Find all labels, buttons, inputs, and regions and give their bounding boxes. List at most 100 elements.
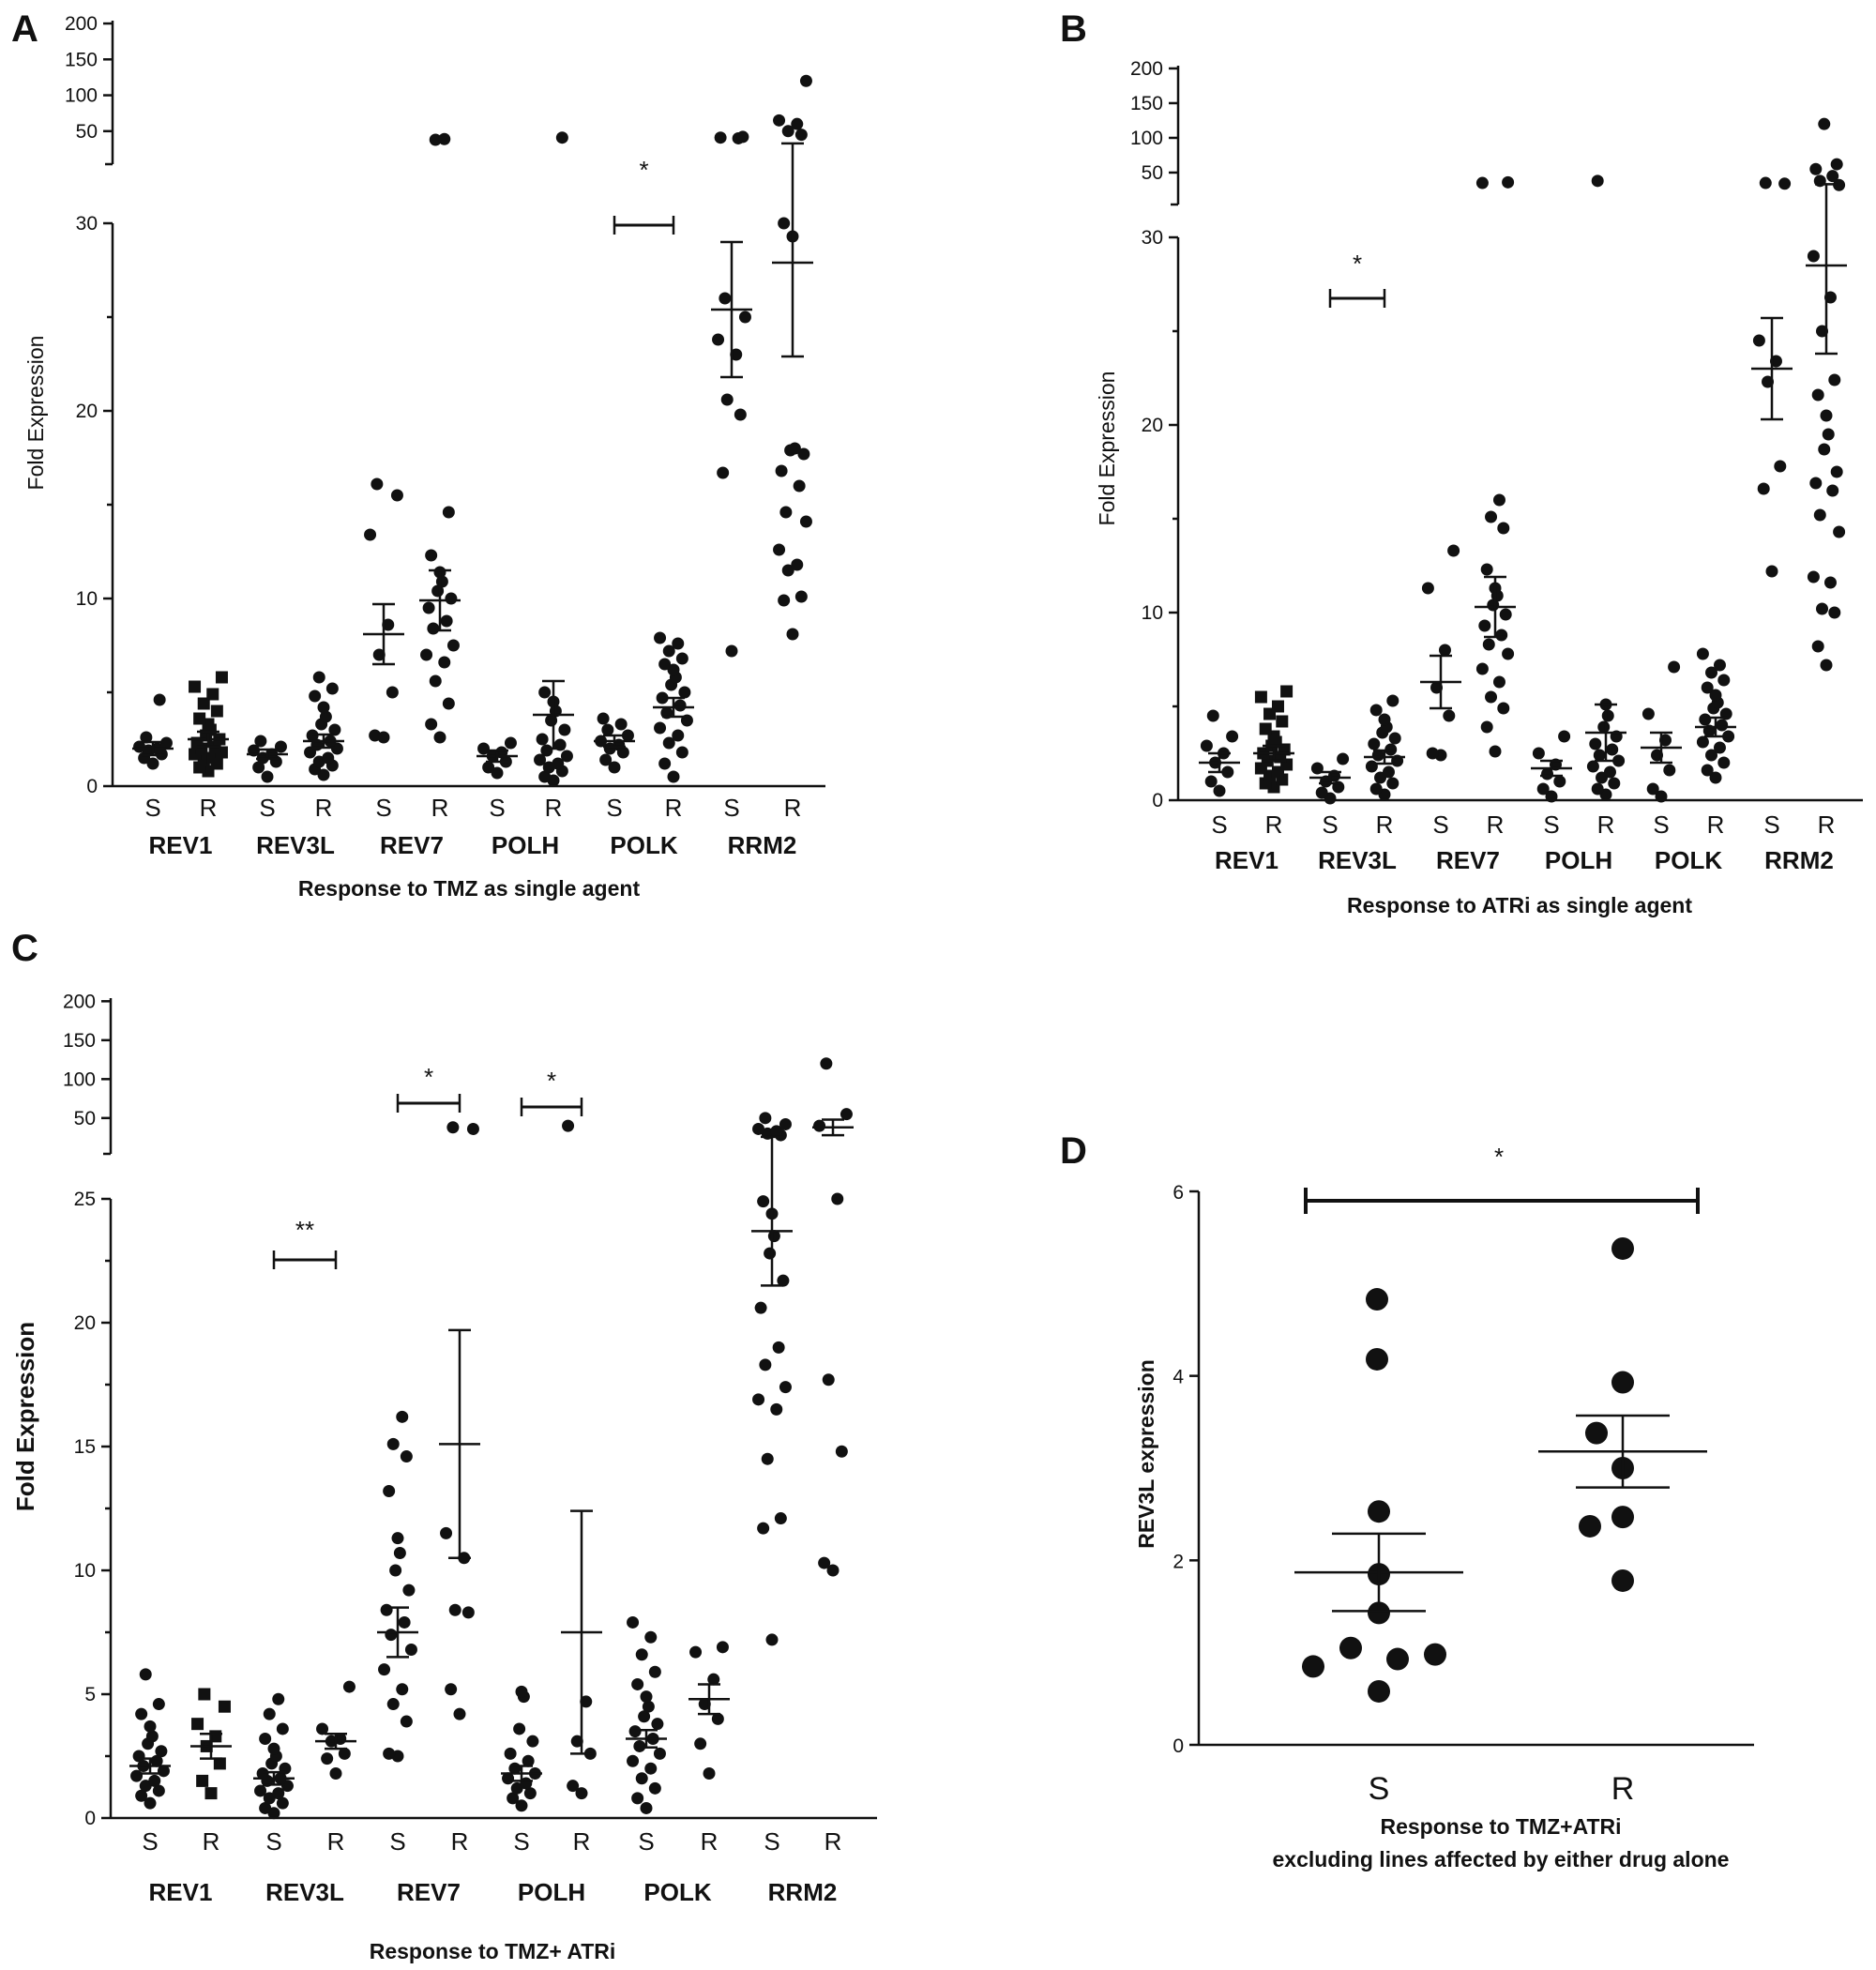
panel-b-sub-label-r: R (1818, 811, 1836, 839)
panel-b-sub-label-r: R (1376, 811, 1394, 839)
panel-c-point (132, 1750, 145, 1763)
panel-a-point (781, 125, 794, 138)
panel-b-y-upper-tick-label: 50 (1142, 162, 1163, 184)
panel-b-point (1426, 747, 1439, 760)
panel-b-point (1378, 713, 1391, 726)
panel-b-point (1765, 565, 1778, 578)
panel-a-group-label: POLH (492, 831, 559, 859)
panel-c-point (822, 1373, 835, 1387)
panel-c-point (779, 1381, 792, 1394)
panel-b-point (1717, 674, 1731, 687)
panel-b-sub-label-r: R (1487, 811, 1505, 839)
panel-a-sub-label-r: R (200, 794, 218, 822)
panel-c-point (770, 1125, 783, 1138)
panel-a-point (614, 718, 628, 731)
panel-c-point (757, 1195, 770, 1208)
panel-c-point (466, 1122, 479, 1135)
panel-c-point (580, 1695, 593, 1708)
panel-d-point (1386, 1647, 1409, 1671)
panel-c-point (267, 1742, 280, 1755)
panel-b-point (1499, 608, 1512, 621)
panel-a-point (445, 592, 458, 605)
panel-b-point (1828, 606, 1841, 619)
panel-a-point (658, 658, 672, 671)
panel-a-point (779, 506, 793, 519)
panel-b-point (1482, 638, 1495, 651)
panel-c-point (383, 1485, 396, 1498)
panel-b-point (1830, 465, 1843, 478)
panel-b-point (1809, 162, 1823, 175)
panel-a-point (312, 671, 325, 684)
panel-a-point (364, 528, 377, 541)
panel-c-point (648, 1665, 661, 1678)
panel-c-point (694, 1737, 707, 1750)
panel-c-point (446, 1121, 460, 1134)
panel-a-sub-label-s: S (259, 794, 275, 822)
panel-b-point (1709, 689, 1722, 702)
panel-c-point (139, 1668, 152, 1681)
panel-a-group-label: POLK (610, 831, 677, 859)
panel-c-point (567, 1780, 580, 1793)
panel-b-point (1558, 730, 1571, 743)
panel-a-point (555, 131, 568, 144)
panel-c-point (254, 1784, 267, 1797)
panel-b-point (1382, 765, 1395, 779)
panel-a-point (433, 731, 446, 744)
panel-c-point (272, 1787, 285, 1800)
panel-a-point (317, 768, 330, 781)
panel-b-point (1421, 582, 1434, 595)
panel-c-point (507, 1792, 520, 1805)
panel-c-y-tick-label: 20 (74, 1312, 96, 1334)
panel-d-x-title-line1: Response to TMZ+ATRi (1380, 1814, 1621, 1839)
panel-a-y-upper-tick-label: 200 (65, 13, 98, 35)
panel-b-point (1807, 570, 1820, 583)
panel-c-point (765, 1633, 779, 1646)
panel-a-point (791, 558, 804, 571)
panel-b-group-label: REV1 (1215, 846, 1278, 874)
panel-a-group-label: RRM2 (728, 831, 797, 859)
panel-d-significance-star: * (1494, 1143, 1504, 1171)
panel-b-sub-label-s: S (1653, 811, 1669, 839)
panel-b-point (1816, 602, 1829, 615)
panel-b-group-label: POLK (1655, 846, 1722, 874)
panel-b-point (1591, 782, 1604, 796)
panel-d-point (1611, 1506, 1634, 1529)
panel-b-point (1280, 685, 1294, 698)
panel-a-point (215, 671, 228, 684)
panel-a-point (621, 729, 634, 742)
panel-b-point (1663, 764, 1676, 777)
panel-a-significance-star: * (639, 156, 648, 184)
panel-a-point (673, 699, 687, 712)
panel-c-y-tick-label: 10 (74, 1560, 96, 1582)
panel-c-point (515, 1799, 528, 1812)
panel-b-point (1809, 477, 1823, 490)
panel-c-y-tick-label: 15 (74, 1436, 96, 1458)
panel-c-point (396, 1410, 409, 1423)
panel-c-group-label: REV1 (149, 1878, 213, 1906)
panel-c-group-label: RRM2 (768, 1878, 838, 1906)
panel-a-point (797, 447, 810, 461)
panel-a-sub-label-r: R (665, 794, 683, 822)
panel-d-point (1611, 1371, 1634, 1394)
panel-c-x-title: Response to TMZ+ ATRi (370, 1939, 616, 1963)
panel-a-point (781, 564, 794, 577)
panel-a-point (429, 674, 442, 688)
panel-c-point (513, 1722, 526, 1735)
panel-d-category-label: R (1611, 1771, 1635, 1807)
panel-c-point (628, 1725, 642, 1738)
panel-c-point (644, 1630, 658, 1644)
panel-a-point (778, 217, 791, 230)
panel-b-sub-label-s: S (1211, 811, 1227, 839)
panel-c-point (263, 1707, 276, 1720)
panel-b-point (1722, 730, 1735, 743)
panel-c-point (316, 1722, 329, 1735)
panel-a-point (540, 744, 553, 757)
panel-a-point (658, 757, 672, 770)
panel-b-point (1315, 786, 1328, 799)
panel-a-point (725, 644, 738, 658)
panel-c-point (400, 1450, 413, 1463)
panel-c-point (840, 1108, 853, 1121)
panel-b-point (1388, 732, 1401, 745)
panel-c-sub-label-s: S (638, 1827, 654, 1856)
panel-a-point (799, 74, 812, 87)
